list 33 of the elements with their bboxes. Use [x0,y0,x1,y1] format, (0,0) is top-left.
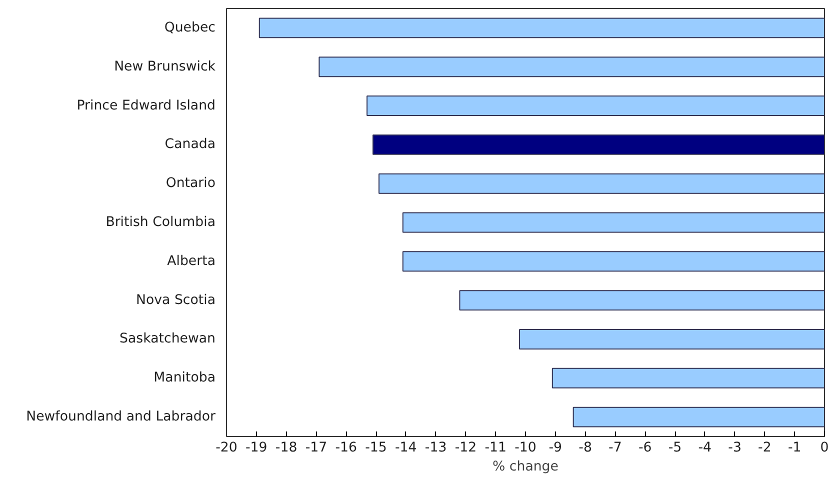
x-tick-label: -7 [608,440,622,456]
x-tick-label: -6 [638,440,652,456]
x-tick-label: -2 [758,440,772,456]
y-tick-label: Saskatchewan [120,332,216,347]
x-tick-label: -10 [514,440,536,456]
x-tick-label: -18 [275,440,298,456]
y-tick-label: Nova Scotia [136,292,216,308]
x-axis-title: % change [492,460,558,474]
x-tick-label: -9 [548,440,562,456]
y-tick-label: Quebec [164,20,216,36]
x-tick-label: -8 [578,440,592,456]
x-tick-label: -11 [484,440,506,456]
x-tick-label: -12 [454,440,477,456]
x-tick-label: -14 [395,440,417,456]
y-tick-label: Prince Edward Island [76,98,216,114]
x-tick-label: -20 [216,440,238,456]
y-tick-label: Alberta [167,254,216,269]
x-tick-label: -17 [305,440,328,456]
x-tick-label: -5 [668,440,682,456]
y-tick-label: Manitoba [154,370,216,386]
x-tick-label: -1 [788,440,802,456]
y-tick-label: Newfoundland and Labrador [26,410,216,425]
x-tick-label: 0 [820,440,829,456]
x-tick-label: -3 [728,440,742,456]
x-tick-label: -13 [424,440,447,456]
y-tick-label: Ontario [166,176,216,192]
y-tick-label: Canada [164,137,216,152]
x-tick-label: -16 [335,440,357,456]
y-tick-label: British Columbia [106,215,216,230]
y-tick-label: New Brunswick [114,59,216,74]
x-tick-label: -19 [246,440,268,456]
x-tick-label: -15 [365,440,387,456]
x-tick-label: -4 [698,440,712,456]
